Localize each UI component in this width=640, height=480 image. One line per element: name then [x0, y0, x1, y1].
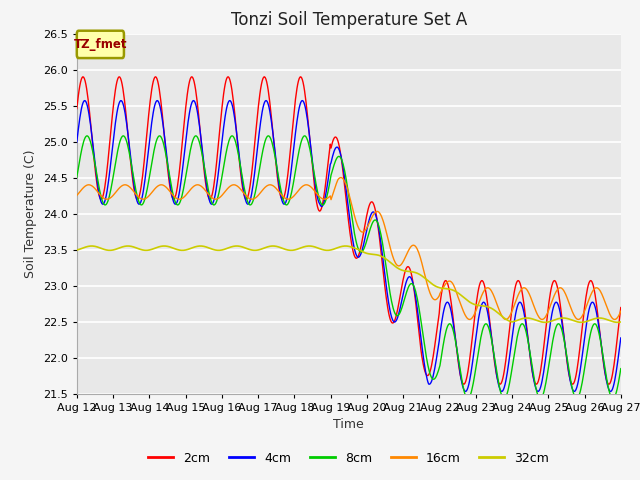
X-axis label: Time: Time [333, 418, 364, 431]
Text: TZ_fmet: TZ_fmet [74, 38, 127, 51]
FancyBboxPatch shape [77, 31, 124, 58]
Legend: 2cm, 4cm, 8cm, 16cm, 32cm: 2cm, 4cm, 8cm, 16cm, 32cm [143, 447, 554, 469]
Title: Tonzi Soil Temperature Set A: Tonzi Soil Temperature Set A [230, 11, 467, 29]
Y-axis label: Soil Temperature (C): Soil Temperature (C) [24, 149, 37, 278]
